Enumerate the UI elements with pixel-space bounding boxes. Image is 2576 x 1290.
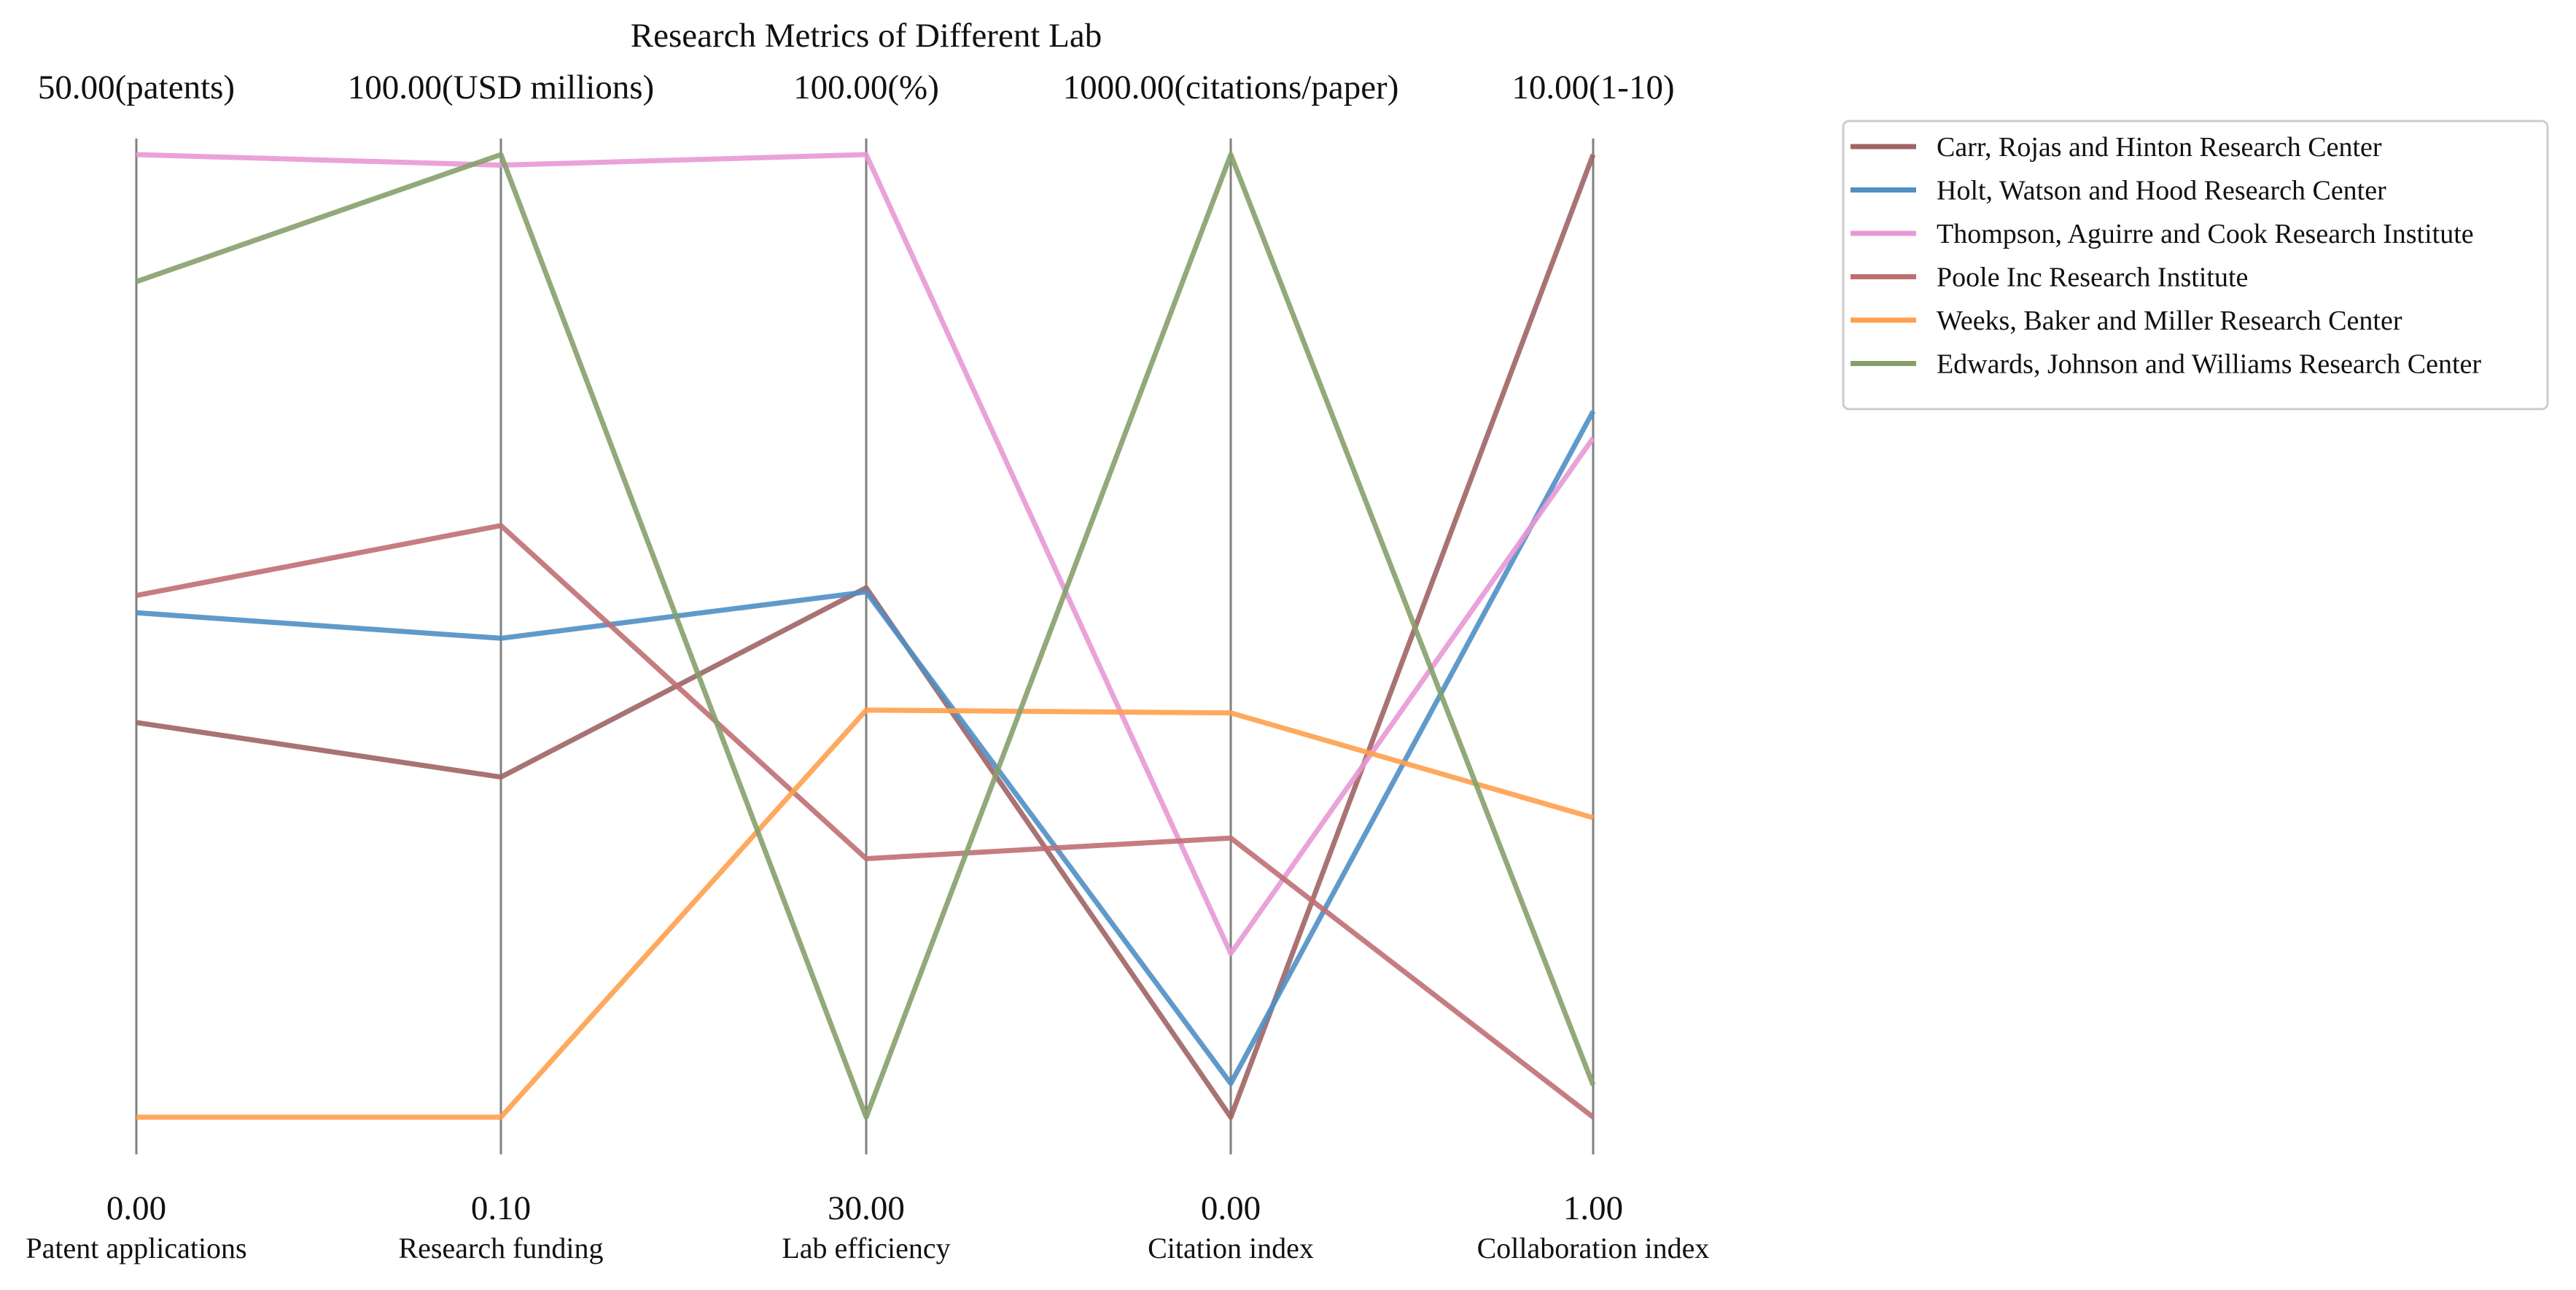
series-line-edwards-johnson-and-williams-research-center xyxy=(135,152,1596,1120)
legend: Carr, Rojas and Hinton Research Center Ho… xyxy=(1842,120,2549,411)
axis-max-label-research-funding: 100.00(USD millions) xyxy=(348,69,654,106)
axis-name-patent-applications: Patent applications xyxy=(26,1232,246,1264)
axes-layer: 50.00(patents) 0.00 Patent applications 100… xyxy=(26,69,1709,1264)
series-line-weeks-baker-and-miller-research-center xyxy=(136,707,1594,1120)
legend-label-edwards-johnson-and-williams-research-center: Edwards, Johnson and Williams Research C… xyxy=(1937,349,2481,380)
axis-max-label-patent-applications: 50.00(patents) xyxy=(38,69,235,106)
axis-max-label-collaboration-index: 10.00(1-10) xyxy=(1511,69,1674,106)
axis-max-label-lab-efficiency: 100.00(%) xyxy=(793,69,939,106)
axis-min-label-citation-index: 0.00 xyxy=(1201,1189,1261,1227)
axis-min-label-lab-efficiency: 30.00 xyxy=(828,1189,905,1227)
axis-min-label-patent-applications: 0.00 xyxy=(106,1189,166,1227)
axis-name-research-funding: Research funding xyxy=(398,1232,603,1264)
series-lines-layer xyxy=(135,152,1596,1120)
series-line-holt-watson-and-hood-research-center xyxy=(136,410,1596,1087)
series-line-thompson-aguirre-and-cook-research-institute xyxy=(136,152,1595,957)
axis-name-collaboration-index: Collaboration index xyxy=(1477,1232,1710,1264)
axis-min-label-collaboration-index: 1.00 xyxy=(1563,1189,1623,1227)
series-line-carr-rojas-and-hinton-research-center xyxy=(136,153,1596,1120)
series-line-poole-inc-research-institute xyxy=(136,523,1595,1119)
axis-name-lab-efficiency: Lab efficiency xyxy=(782,1232,950,1264)
chart-title: Research Metrics of Different Lab xyxy=(631,17,1102,55)
legend-frame xyxy=(1842,120,2549,411)
axis-min-label-research-funding: 0.10 xyxy=(471,1189,531,1227)
legend-label-holt-watson-and-hood-research-center: Holt, Watson and Hood Research Center xyxy=(1937,176,2386,206)
legend-label-carr-rojas-and-hinton-research-center: Carr, Rojas and Hinton Research Center xyxy=(1937,132,2382,163)
legend-label-thompson-aguirre-and-cook-research-institute: Thompson, Aguirre and Cook Research Inst… xyxy=(1937,219,2474,249)
legend-label-poole-inc-research-institute: Poole Inc Research Institute xyxy=(1937,263,2248,293)
axis-name-citation-index: Citation index xyxy=(1148,1232,1314,1264)
legend-label-weeks-baker-and-miller-research-center: Weeks, Baker and Miller Research Center xyxy=(1937,306,2402,336)
axis-max-label-citation-index: 1000.00(citations/paper) xyxy=(1063,69,1399,106)
